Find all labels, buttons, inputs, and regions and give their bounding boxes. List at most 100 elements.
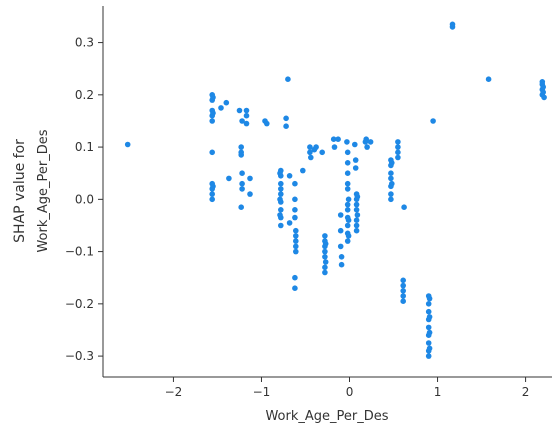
scatter-point [330, 136, 337, 142]
scatter-point [243, 107, 250, 114]
scatter-point [337, 212, 344, 218]
scatter-point [344, 222, 351, 229]
scatter-point [353, 227, 360, 234]
scatter-point [278, 186, 284, 192]
scatter-point [540, 84, 546, 90]
scatter-point [239, 180, 245, 187]
scatter-point [239, 186, 245, 192]
scatter-point [238, 204, 244, 210]
scatter-point [425, 353, 432, 359]
scatter-point [209, 191, 215, 197]
scatter-point [352, 157, 359, 163]
scatter-point [319, 149, 326, 156]
x-tick-label: −2 [165, 385, 183, 399]
scatter-point [277, 212, 283, 218]
scatter-point [283, 123, 289, 129]
y-tick-label: −0.2 [65, 297, 94, 311]
scatter-point [239, 170, 245, 176]
x-tick-label: 0 [346, 385, 354, 399]
scatter-point [344, 139, 350, 145]
scatter-point [210, 110, 216, 116]
scatter-point [293, 227, 299, 234]
scatter-point [345, 217, 352, 223]
scatter-point [425, 324, 432, 331]
scatter-point [218, 105, 224, 111]
scatter-point [395, 139, 401, 145]
scatter-point [395, 144, 401, 150]
y-tick-label: 0.0 [75, 192, 94, 206]
scatter-point [292, 207, 298, 213]
scatter-point [400, 282, 407, 289]
scatter-point [322, 233, 328, 239]
scatter-point [388, 191, 394, 197]
y-tick-label: −0.3 [65, 349, 94, 363]
scatter-point [344, 180, 351, 187]
scatter-point [283, 115, 289, 122]
scatter-point [353, 207, 360, 213]
scatter-point [307, 149, 313, 156]
x-axis-ticks: −2 −1 0 1 2 [165, 377, 529, 399]
scatter-point [300, 167, 306, 174]
scatter-point [292, 180, 298, 187]
scatter-point [354, 193, 361, 200]
scatter-point [322, 264, 328, 271]
scatter-point [210, 183, 216, 190]
y-axis-label-line2: Work_Age_Per_Des [36, 129, 51, 252]
scatter-point [485, 76, 492, 82]
y-axis-label-line1: SHAP value for [12, 139, 28, 243]
scatter-point [238, 152, 244, 158]
scatter-point [307, 144, 313, 150]
scatter-point [337, 243, 344, 250]
scatter-point [338, 253, 345, 260]
scatter-point [322, 248, 328, 255]
scatter-point [292, 196, 298, 203]
scatter-point [352, 141, 358, 148]
scatter-point [388, 170, 394, 176]
scatter-point [243, 120, 250, 127]
scatter-point [389, 160, 395, 166]
scatter-point [344, 207, 351, 213]
scatter-point [264, 120, 270, 127]
scatter-point [292, 274, 298, 281]
scatter-point [353, 201, 360, 208]
scatter-point [388, 175, 394, 182]
scatter-point [430, 118, 436, 124]
scatter-point [352, 165, 359, 171]
scatter-point [425, 308, 432, 315]
scatter-point [400, 298, 407, 305]
scatter-point [367, 139, 374, 145]
scatter-point [223, 99, 230, 106]
scatter-point [353, 222, 360, 229]
scatter-point [277, 196, 283, 203]
scatter-point [345, 233, 352, 239]
scatter-point [363, 136, 370, 142]
scatter-point [345, 196, 352, 203]
scatter-point [236, 107, 243, 114]
scatter-point [285, 76, 291, 82]
scatter-point [293, 243, 299, 250]
scatter-point [209, 149, 215, 156]
scatter-point [425, 340, 432, 346]
scatter-point [243, 112, 250, 119]
scatter-point [308, 154, 314, 161]
scatter-point [354, 212, 361, 218]
scatter-point [540, 89, 546, 95]
scatter-point [425, 301, 432, 307]
scatter-point [344, 238, 351, 244]
scatter-point [278, 222, 284, 229]
x-axis-label: Work_Age_Per_Des [265, 409, 388, 424]
scatter-point [331, 144, 338, 150]
scatter-points [124, 21, 547, 359]
x-tick-label: −1 [253, 385, 271, 399]
scatter-point [337, 227, 344, 234]
scatter-point [400, 277, 407, 284]
scatter-point [226, 175, 232, 182]
scatter-point [277, 170, 283, 176]
scatter-point [364, 144, 370, 150]
scatter-point [313, 144, 319, 150]
scatter-point [344, 160, 351, 166]
scatter-point [293, 238, 299, 244]
scatter-point [400, 293, 407, 299]
scatter-point [292, 285, 298, 292]
scatter-point [210, 94, 216, 101]
